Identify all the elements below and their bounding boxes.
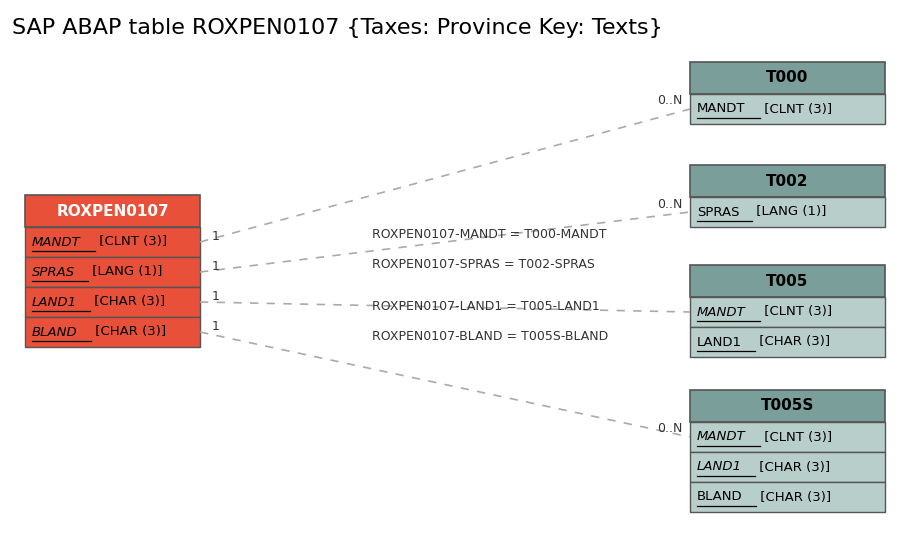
Text: MANDT: MANDT: [32, 236, 81, 249]
Text: BLAND: BLAND: [697, 490, 743, 503]
Text: 1: 1: [212, 260, 219, 273]
Bar: [690, 452, 885, 482]
Bar: [690, 327, 885, 357]
Text: MANDT: MANDT: [697, 430, 746, 444]
Text: 0..N: 0..N: [657, 94, 682, 108]
Text: LAND1: LAND1: [697, 335, 742, 349]
Text: 1: 1: [212, 321, 219, 333]
Text: ROXPEN0107-LAND1 = T005-LAND1: ROXPEN0107-LAND1 = T005-LAND1: [372, 300, 600, 313]
Text: ROXPEN0107-BLAND = T005S-BLAND: ROXPEN0107-BLAND = T005S-BLAND: [372, 330, 608, 344]
Text: 0..N: 0..N: [657, 198, 682, 210]
Bar: [25, 227, 200, 257]
Text: 1: 1: [212, 290, 219, 304]
Text: [CLNT (3)]: [CLNT (3)]: [759, 103, 832, 115]
Text: MANDT: MANDT: [32, 236, 81, 249]
Bar: [690, 297, 885, 327]
Text: [CHAR (3)]: [CHAR (3)]: [755, 335, 830, 349]
Bar: [690, 482, 885, 512]
Text: MANDT: MANDT: [697, 305, 746, 318]
Text: T005: T005: [766, 273, 809, 289]
Bar: [690, 62, 885, 94]
Text: MANDT: MANDT: [697, 103, 746, 115]
Text: [LANG (1)]: [LANG (1)]: [88, 266, 162, 278]
Bar: [690, 422, 885, 452]
Text: [CLNT (3)]: [CLNT (3)]: [95, 236, 167, 249]
Text: [CHAR (3)]: [CHAR (3)]: [756, 490, 831, 503]
Bar: [690, 390, 885, 422]
Text: MANDT: MANDT: [697, 430, 746, 444]
Text: SPRAS: SPRAS: [32, 266, 75, 278]
Bar: [690, 197, 885, 227]
Text: BLAND: BLAND: [697, 490, 743, 503]
Text: ROXPEN0107: ROXPEN0107: [56, 204, 169, 219]
Bar: [690, 94, 885, 124]
Text: SPRAS: SPRAS: [32, 266, 75, 278]
Text: [CHAR (3)]: [CHAR (3)]: [90, 295, 165, 309]
Text: MANDT: MANDT: [697, 305, 746, 318]
Text: [CLNT (3)]: [CLNT (3)]: [760, 430, 832, 444]
Text: T005S: T005S: [761, 399, 814, 413]
Text: 0..N: 0..N: [657, 423, 682, 435]
Text: LAND1: LAND1: [32, 295, 77, 309]
Text: MANDT: MANDT: [697, 103, 746, 115]
Text: LAND1: LAND1: [32, 295, 77, 309]
Text: LAND1: LAND1: [697, 335, 742, 349]
Text: 1: 1: [212, 231, 219, 244]
Text: SAP ABAP table ROXPEN0107 {Taxes: Province Key: Texts}: SAP ABAP table ROXPEN0107 {Taxes: Provin…: [12, 18, 663, 38]
Bar: [690, 165, 885, 197]
Text: SPRAS: SPRAS: [697, 205, 739, 219]
Text: LAND1: LAND1: [697, 461, 742, 473]
Text: T002: T002: [766, 173, 809, 188]
Text: BLAND: BLAND: [32, 326, 78, 339]
Bar: [25, 317, 200, 347]
Text: LAND1: LAND1: [697, 461, 742, 473]
Bar: [25, 195, 200, 227]
Text: [CLNT (3)]: [CLNT (3)]: [760, 305, 832, 318]
Text: [CHAR (3)]: [CHAR (3)]: [91, 326, 166, 339]
Text: ROXPEN0107-MANDT = T000-MANDT: ROXPEN0107-MANDT = T000-MANDT: [372, 227, 606, 240]
Text: [LANG (1)]: [LANG (1)]: [752, 205, 826, 219]
Text: SPRAS: SPRAS: [697, 205, 739, 219]
Text: BLAND: BLAND: [32, 326, 78, 339]
Text: T000: T000: [766, 70, 809, 86]
Bar: [25, 257, 200, 287]
Bar: [690, 265, 885, 297]
Text: ROXPEN0107-SPRAS = T002-SPRAS: ROXPEN0107-SPRAS = T002-SPRAS: [372, 257, 594, 271]
Text: [CHAR (3)]: [CHAR (3)]: [755, 461, 830, 473]
Bar: [25, 287, 200, 317]
